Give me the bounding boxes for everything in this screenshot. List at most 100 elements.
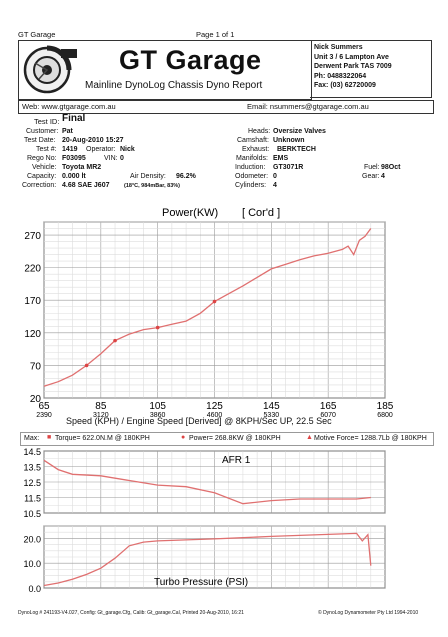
exhaust-label: Exhaust: [242,146,270,153]
contact-line: Unit 3 / 6 Lampton Ave [314,53,389,61]
vin-value: 0 [120,155,124,162]
contact-details: Nick Summers Unit 3 / 6 Lampton Ave Derw… [310,40,432,98]
series-line [43,532,372,587]
data-point [212,299,217,304]
rpm-tick-label: 6800 [377,412,393,419]
contact-line: Fax: (03) 62720009 [314,82,376,89]
data-point [113,338,117,343]
power-chart-title: Power(KW) [162,207,218,219]
rego-value: F03095 [62,155,86,162]
customer-label: Customer: [26,128,59,135]
y-tick-label: 13.5 [23,463,41,473]
logo-subtitle: Mainline DynoLog Chassis Dyno Report [85,80,263,91]
cylinders-label: Cylinders: [235,182,267,189]
rpm-tick-label: 6070 [320,412,336,419]
induction-value: GT3071R [273,164,304,171]
rpm-tick-label: 2390 [36,412,52,419]
test-info: Test ID: Final Customer: Pat Test Date: … [0,114,448,202]
manifolds-label: Manifolds: [236,155,268,162]
operator-label: Operator: [86,146,116,153]
date-value: 20-Aug-2010 15:27 [62,137,124,144]
y-tick-label: 170 [24,296,41,307]
heads-value: Oversize Valves [273,128,326,135]
legend-marker: ● [181,434,186,441]
boost-chart-title: Turbo Pressure (PSI) [154,577,248,588]
y-tick-label: 20 [30,394,42,405]
data-point [155,325,160,330]
max-label: Max: [24,435,40,442]
x-tick-label: 185 [377,401,394,412]
exhaust-value: BERKTECH [277,146,316,153]
fuel-value: 98Oct [381,164,401,171]
vin-label: VIN: [104,155,118,162]
vehicle-label: Vehicle: [32,164,57,171]
page-header-left: GT Garage [18,30,56,39]
contact-line: Derwent Park TAS 7009 [314,63,392,70]
power-x-label: Speed (KPH) / Engine Speed [Derived] @ 8… [66,416,332,426]
series-line [43,228,372,387]
odometer-label: Odometer: [235,173,269,180]
date-label: Test Date: [24,137,56,144]
x-tick-label: 125 [206,401,223,412]
footer-left: DynoLog # 241193-V4.027, Config: Gt_gara… [18,610,244,616]
camshaft-value: Unknown [273,137,305,144]
afr-chart: 14.5 13.5 12.5 11.5 10.5 AFR 1 [23,447,386,517]
afr-chart-title: AFR 1 [222,455,251,466]
heads-label: Heads: [248,128,271,135]
website: Web: www.gtgarage.com.au [22,102,116,111]
customer-value: Pat [62,128,73,135]
power-chart-subtitle: [ Cor'd ] [242,207,280,219]
turbo-logo-icon [23,45,77,94]
cylinders-value: 4 [273,182,277,189]
max-row: Max: ■ Torque= 622.0N.M @ 180KPH ● Power… [20,432,434,446]
y-tick-label: 10.0 [23,559,41,569]
operator-value: Nick [120,146,135,153]
gear-label: Gear: [362,173,380,180]
manifolds-value: EMS [273,155,289,162]
testno-value: 1419 [62,146,78,153]
x-tick-label: 65 [38,401,50,412]
air-conditions: (18°C, 984mBar, 83%) [124,183,181,189]
capacity-label: Capacity: [27,173,57,180]
camshaft-label: Camshaft: [237,137,269,144]
legend-marker: ■ [47,434,52,441]
rpm-tick-label: 3120 [93,412,109,419]
y-tick-label: 10.5 [23,509,41,517]
contact-line: Nick Summers [314,44,363,51]
page-number: Page 1 of 1 [196,30,235,39]
vehicle-value: Toyota MR2 [62,164,102,171]
y-tick-label: 70 [30,361,42,372]
max-power: Power= 268.8KW @ 180KPH [189,435,281,442]
correction-value: 4.68 SAE J607 [62,182,110,189]
series-line [43,459,371,505]
y-tick-label: 12.5 [23,478,41,488]
report-header: GT Garage Mainline DynoLog Chassis Dyno … [18,40,312,100]
y-tick-label: 220 [24,264,41,275]
rpm-tick-label: 4600 [207,412,223,419]
contact-line: Ph: 0488322064 [314,72,367,80]
y-tick-label: 120 [24,329,41,340]
y-tick-label: 0.0 [28,584,41,594]
rpm-tick-label: 3860 [150,412,166,419]
y-tick-label: 14.5 [23,447,41,457]
fuel-label: Fuel: [364,164,380,171]
x-tick-label: 85 [95,401,107,412]
test-id-label: Test ID: [34,117,60,126]
y-tick-label: 20.0 [23,534,41,544]
rpm-tick-label: 5330 [264,412,280,419]
testno-label: Test #: [36,146,57,153]
x-tick-label: 105 [149,401,166,412]
x-tick-label: 165 [320,401,337,412]
footer-right: © DynoLog Dynamometer Pty Ltd 1994-2010 [318,610,419,616]
max-force: Motive Force= 1288.7Lb @ 180KPH [314,435,427,442]
data-point [84,363,89,368]
air-density-value: 96.2% [176,173,196,180]
logo-title: GT Garage [119,45,262,75]
x-tick-label: 145 [263,401,280,412]
gear-value: 4 [381,173,385,180]
induction-label: Induction: [235,164,266,171]
legend-marker: ▲ [306,434,313,441]
email: Email: nsummers@gtgarage.com.au [247,102,369,111]
test-id: Final [62,113,86,124]
